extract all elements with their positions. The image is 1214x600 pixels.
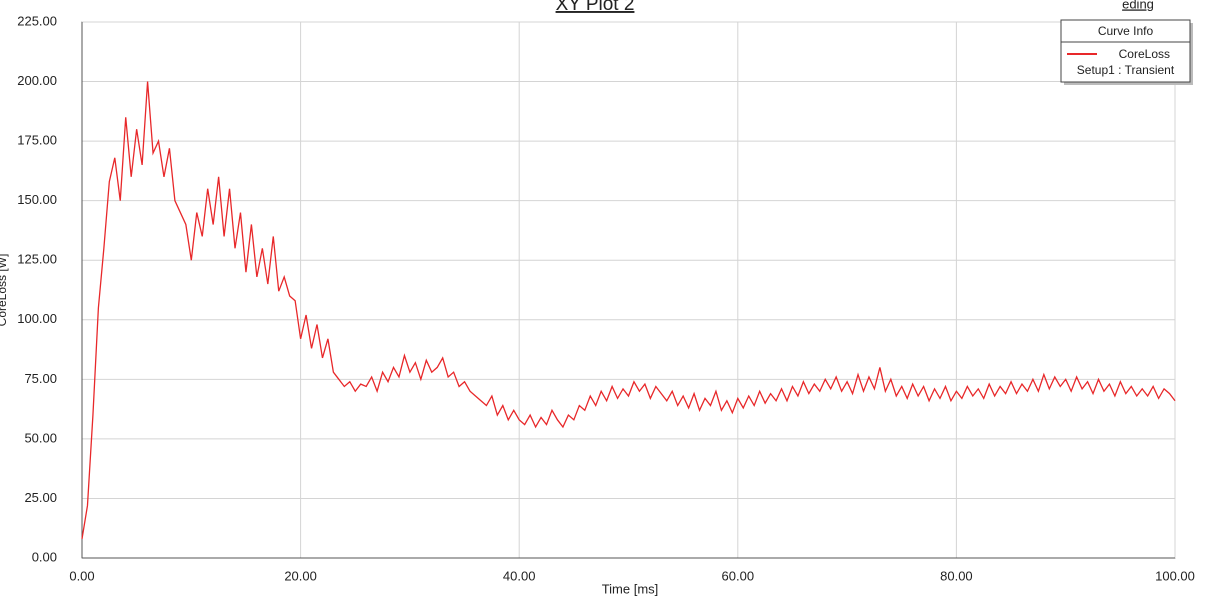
y-tick-label: 150.00 [17, 192, 57, 207]
x-tick-label: 0.00 [69, 568, 94, 583]
y-tick-label: 25.00 [24, 490, 57, 505]
y-tick-label: 225.00 [17, 13, 57, 28]
x-tick-label: 60.00 [722, 568, 755, 583]
legend-title: Curve Info [1098, 24, 1154, 38]
x-tick-label: 80.00 [940, 568, 973, 583]
data-line [81, 81, 1176, 540]
y-tick-label: 200.00 [17, 73, 57, 88]
x-tick-label: 100.00 [1155, 568, 1195, 583]
y-tick-label: 0.00 [32, 549, 57, 564]
plot-area [81, 21, 1176, 559]
y-tick-label: 50.00 [24, 430, 57, 445]
chart-title: XY Plot 2 [556, 0, 635, 15]
x-tick-label: 20.00 [284, 568, 317, 583]
y-axis-label: CoreLoss [W] [0, 254, 9, 327]
corner-text: eding [1122, 0, 1154, 11]
x-axis-label: Time [ms] [602, 581, 659, 596]
legend-label: CoreLoss [1119, 47, 1170, 61]
y-tick-label: 125.00 [17, 252, 57, 267]
x-tick-label: 40.00 [503, 568, 536, 583]
legend-box [1060, 19, 1191, 83]
legend-setup: Setup1 : Transient [1077, 63, 1175, 77]
y-tick-label: 175.00 [17, 133, 57, 148]
y-tick-label: 100.00 [17, 311, 57, 326]
y-tick-label: 75.00 [24, 371, 57, 386]
